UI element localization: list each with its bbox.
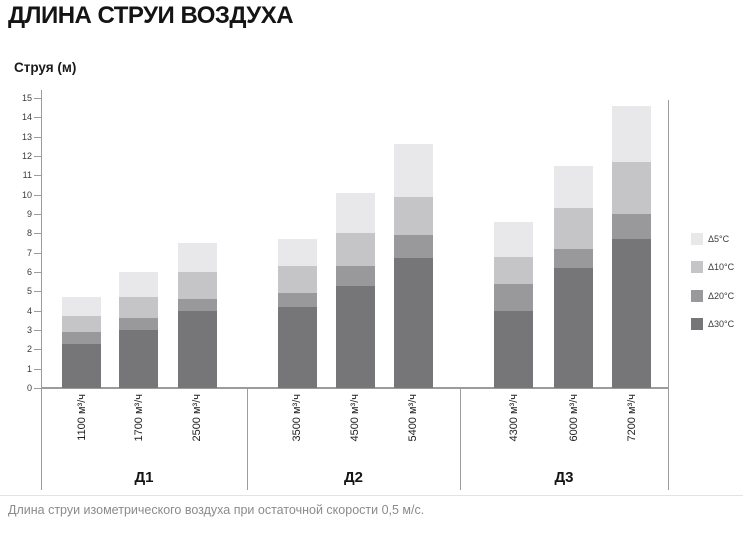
y-tick-mark (34, 330, 41, 331)
y-tick-label: 12 (21, 151, 32, 161)
group-separator-line (41, 388, 42, 490)
bar-segment-Δ30°C (494, 310, 533, 388)
legend-label: Δ10°C (708, 262, 735, 273)
bar-segment-Δ30°C (612, 239, 651, 388)
y-axis-title: Струя (м) (14, 60, 77, 75)
y-tick-mark (34, 252, 41, 254)
y-tick-mark (34, 388, 41, 389)
bar-segment-Δ30°C (393, 258, 433, 388)
bar-flow-rate-label: 7200 м³/ч (625, 394, 638, 442)
bar-segment-Δ30°C (554, 268, 593, 388)
legend-label: Δ5°C (708, 234, 730, 244)
y-tick-label: 13 (21, 131, 32, 142)
bar-flow-rate-label: 5400 м³/ч (407, 394, 419, 442)
bar-segment-Δ30°C (335, 285, 375, 388)
y-tick-label: 4 (26, 305, 32, 316)
divider-line (0, 495, 743, 496)
bar-flow-rate-label: 6000 м³/ч (567, 394, 580, 442)
legend-label: Δ20°C (708, 290, 735, 301)
y-tick-label: 2 (26, 344, 32, 355)
bar-flow-rate-label: 4300 м³/ч (507, 394, 520, 442)
y-tick-mark (34, 194, 41, 196)
y-tick-label: 7 (26, 247, 32, 258)
bar-flow-rate-label: 1700 м³/ч (132, 394, 145, 442)
y-tick-mark (34, 117, 41, 119)
bar-flow-rate-label: 3500 м³/ч (291, 394, 303, 442)
y-tick-mark (34, 156, 41, 157)
bar-segment-Δ30°C (62, 343, 101, 388)
bar-flow-rate-label: 1100 м³/ч (75, 394, 88, 441)
legend-swatch-icon (691, 233, 703, 245)
legend-swatch-icon (691, 317, 703, 330)
y-tick-label: 0 (26, 383, 32, 393)
y-tick-label: 15 (21, 93, 32, 103)
bar-flow-rate-label: 4500 м³/ч (349, 394, 361, 442)
y-tick-mark (34, 368, 41, 370)
group-label-Д1: Д1 (134, 469, 154, 486)
y-tick-label: 1 (26, 363, 32, 374)
group-label-Д3: Д3 (554, 469, 574, 486)
y-tick-label: 5 (26, 286, 32, 297)
y-tick-label: 11 (22, 170, 32, 181)
group-label-Д2: Д2 (343, 469, 364, 486)
y-tick-label: 14 (21, 112, 32, 123)
group-separator-line (460, 388, 461, 490)
y-tick-label: 9 (26, 209, 32, 219)
y-tick-mark (34, 349, 41, 351)
y-tick-mark (34, 291, 41, 293)
group-separator-line (247, 388, 248, 490)
plot-right-border-line (668, 100, 669, 490)
y-tick-label: 8 (26, 228, 32, 239)
page-title: ДЛИНА СТРУИ ВОЗДУХА (8, 2, 294, 29)
y-tick-mark (34, 233, 41, 235)
bar-flow-rate-label: 2500 м³/ч (191, 394, 203, 442)
y-axis-line (41, 90, 42, 394)
y-tick-mark (34, 98, 41, 99)
legend-swatch-icon (691, 289, 703, 302)
legend-swatch-icon (691, 261, 703, 274)
y-tick-mark (34, 175, 41, 177)
legend-label: Δ30°C (708, 318, 735, 329)
chart-caption: Длина струи изометрического воздуха при … (8, 503, 425, 517)
y-tick-label: 10 (21, 189, 32, 200)
y-tick-mark (34, 310, 41, 312)
bar-segment-Δ30°C (119, 330, 158, 388)
y-tick-mark (34, 214, 41, 215)
y-tick-label: 6 (26, 267, 32, 277)
y-tick-label: 3 (26, 325, 32, 335)
bar-segment-Δ30°C (277, 306, 317, 388)
bar-segment-Δ30°C (177, 310, 217, 388)
x-axis-line (41, 387, 668, 389)
y-tick-mark (34, 136, 41, 138)
y-tick-mark (34, 272, 41, 273)
